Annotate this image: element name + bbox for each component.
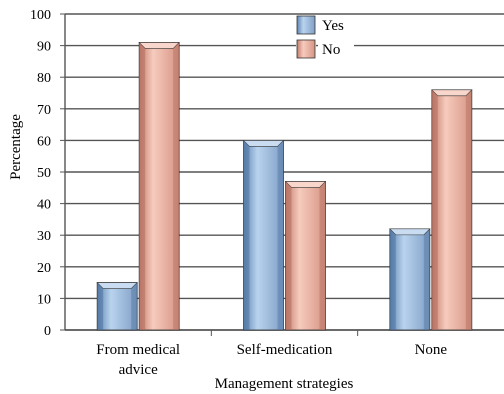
bar-left-bevel [97,282,104,330]
bar-no-1 [284,181,327,331]
y-tick-label: 90 [37,40,51,55]
legend-label-yes: Yes [322,18,344,34]
bar-left-bevel [139,42,146,330]
bar-right-bevel [131,282,138,330]
axes [60,13,504,336]
bar-top-bevel [284,181,327,188]
bar-face [389,228,431,331]
y-tick-label: 60 [37,134,51,149]
bar-top-bevel [431,89,473,97]
x-category-label: Self-medication [237,342,333,358]
bar-left-bevel [243,140,250,330]
bar-top-bevel [242,140,285,147]
x-category-label: From medical [96,342,180,358]
y-tick-labels: 0 10 20 30 40 50 60 70 80 90 100 [30,8,51,339]
bar-right-bevel [423,228,430,330]
bar-right-bevel [173,42,180,330]
x-category-label: None [415,342,448,358]
bar-top-bevel [389,228,431,236]
bar-left-bevel [431,89,438,330]
bar-top-bevel [96,282,138,289]
bar-right-bevel [319,181,326,330]
y-tick-label: 80 [37,71,51,86]
y-tick-label: 10 [37,292,51,307]
bar-no-2 [431,89,473,331]
x-category-label: advice [119,362,158,378]
bar-left-bevel [285,181,292,330]
y-tick-label: 30 [37,229,51,244]
x-axis-title: Management strategies [215,376,354,392]
y-tick-label: 50 [37,166,51,181]
legend-swatch-yes [296,15,316,35]
legend: Yes No [296,15,354,59]
bar-yes-1 [242,139,285,331]
bar-left-bevel [389,228,396,330]
bar-right-bevel [465,89,472,330]
legend-label-bg [318,39,354,59]
gridlines [65,13,504,331]
y-tick-label: 40 [37,198,51,213]
bars [96,42,473,331]
y-tick-label: 70 [37,103,51,118]
bar-face [431,89,473,331]
y-tick-label: 0 [44,324,51,339]
bar-yes-2 [389,228,431,331]
legend-label-no: No [322,42,340,58]
y-tick-label: 20 [37,261,51,276]
bar-right-bevel [277,140,284,330]
bar-yes-0 [96,282,138,331]
legend-swatch-no [296,39,316,59]
legend-label-bg [318,15,354,35]
bar-top-bevel [138,42,180,49]
bar-no-0 [138,42,180,331]
y-tick-label: 100 [30,8,51,23]
bar-face [285,181,326,331]
y-axis-title: Percentage [8,114,24,180]
category-labels: From medical advice Self-medication None [96,342,447,378]
bar-face [96,282,138,331]
